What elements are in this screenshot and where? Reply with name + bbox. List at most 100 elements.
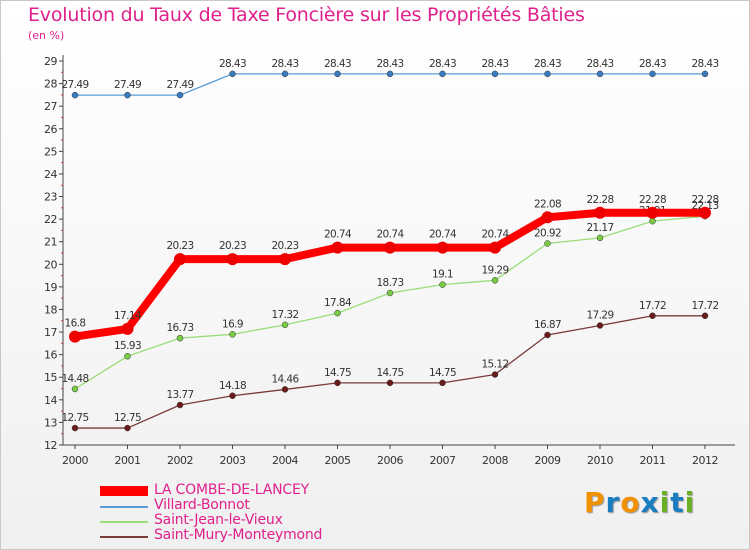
legend-swatch: [100, 521, 148, 523]
data-label: 27.49: [166, 79, 193, 91]
legend-label: Saint-Jean-le-Vieux: [154, 512, 283, 528]
data-label: 28.43: [376, 58, 403, 70]
logo-letter: i: [684, 486, 696, 519]
data-label: 14.18: [219, 380, 246, 392]
data-point: [71, 424, 79, 432]
y-tick-label: 24: [44, 168, 57, 181]
data-label: 22.08: [534, 198, 561, 210]
data-point: [124, 424, 131, 432]
data-label: 20.74: [324, 229, 352, 241]
data-point: [71, 91, 79, 99]
data-label: 14.75: [376, 367, 403, 379]
data-label: 14.46: [271, 373, 299, 385]
legend-swatch: [100, 486, 148, 496]
proxiti-logo: Proxiti: [584, 486, 695, 519]
y-tick-label: 25: [44, 145, 57, 158]
y-tick-label: 18: [44, 303, 57, 316]
y-tick-label: 23: [44, 191, 57, 204]
y-tick-label: 15: [44, 371, 57, 384]
x-tick-label: 2008: [482, 454, 508, 467]
data-label: 22.28: [639, 194, 666, 206]
data-point: [229, 392, 236, 400]
data-point: [176, 91, 184, 99]
data-label: 15.93: [114, 340, 141, 352]
data-point: [544, 240, 551, 247]
x-tick-label: 2012: [692, 454, 718, 467]
data-label: 16.87: [534, 319, 561, 331]
y-tick-label: 20: [44, 258, 57, 271]
data-point: [279, 253, 291, 266]
data-label: 16.9: [222, 318, 243, 330]
data-point: [281, 386, 289, 393]
y-tick-label: 29: [44, 55, 57, 68]
y-tick-label: 27: [44, 100, 57, 113]
data-label: 28.43: [586, 58, 613, 70]
y-tick-label: 16: [44, 349, 57, 362]
data-point: [439, 281, 446, 288]
data-label: 18.73: [376, 277, 403, 289]
data-label: 20.74: [376, 229, 404, 241]
data-label: 16.8: [65, 318, 86, 330]
data-label: 28.43: [429, 58, 456, 70]
logo-letter: P: [584, 486, 606, 519]
data-point: [544, 70, 551, 78]
x-tick-label: 2000: [62, 454, 88, 467]
data-point: [541, 211, 554, 224]
data-label: 17.84: [324, 297, 352, 309]
data-label: 15.12: [481, 359, 508, 371]
data-label: 14.75: [429, 367, 456, 379]
data-point: [176, 401, 184, 409]
x-tick-label: 2005: [325, 454, 351, 467]
data-point: [334, 70, 341, 78]
data-point: [491, 70, 499, 78]
data-point: [439, 379, 446, 387]
legend-label: Saint-Mury-Monteymond: [154, 527, 323, 543]
data-point: [491, 277, 499, 284]
data-point: [436, 241, 449, 254]
data-point: [281, 321, 289, 329]
y-tick-label: 14: [44, 394, 57, 407]
data-point: [124, 91, 131, 99]
x-tick-label: 2009: [535, 454, 561, 467]
data-point: [229, 331, 236, 338]
data-point: [491, 371, 499, 378]
data-point: [331, 241, 344, 254]
data-label: 19.1: [432, 269, 453, 281]
logo-letter: t: [670, 486, 685, 519]
data-point: [121, 322, 134, 335]
legend-swatch: [100, 506, 148, 508]
data-point: [229, 70, 236, 78]
data-point: [71, 385, 79, 393]
y-tick-label: 12: [44, 439, 57, 452]
data-point: [334, 379, 341, 387]
y-tick-label: 21: [44, 236, 57, 249]
chart-subtitle: (en %): [28, 29, 65, 42]
data-point: [69, 330, 81, 343]
data-label: 17.32: [271, 309, 298, 321]
data-point: [281, 70, 289, 78]
logo-letter: i: [659, 486, 671, 519]
y-tick-label: 17: [44, 326, 57, 339]
data-label: 21.17: [586, 222, 613, 234]
data-label: 27.49: [61, 79, 88, 91]
data-point: [176, 334, 184, 342]
data-point: [649, 312, 656, 320]
data-label: 20.74: [481, 229, 509, 241]
data-label: 20.23: [166, 240, 193, 252]
data-point: [386, 379, 394, 387]
x-tick-label: 2011: [640, 454, 666, 467]
data-label: 20.92: [534, 228, 561, 240]
logo-letter: x: [640, 486, 660, 519]
logo-letter: r: [605, 486, 621, 519]
data-point: [699, 206, 711, 219]
data-point: [544, 331, 551, 339]
data-point: [646, 206, 659, 219]
data-point: [596, 234, 604, 242]
data-point: [649, 70, 656, 78]
data-point: [594, 206, 606, 219]
data-point: [596, 70, 604, 78]
data-point: [226, 253, 239, 266]
data-label: 22.28: [691, 194, 718, 206]
legend-label: LA COMBE-DE-LANCEY: [154, 482, 309, 498]
